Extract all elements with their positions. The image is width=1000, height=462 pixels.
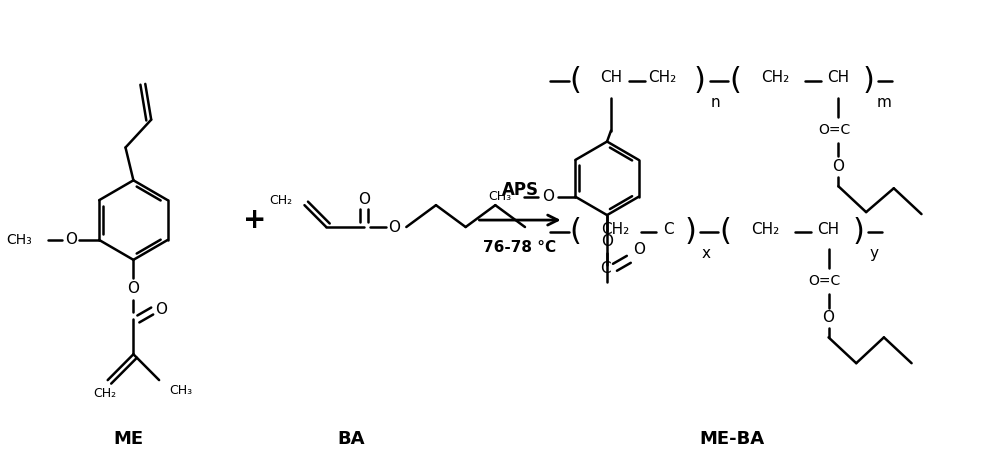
Text: ME: ME — [113, 430, 144, 448]
Text: ): ) — [852, 218, 864, 247]
Text: O: O — [633, 243, 645, 257]
Text: CH₂: CH₂ — [751, 221, 779, 237]
Text: CH₃: CH₃ — [6, 233, 32, 247]
Text: ): ) — [694, 67, 706, 96]
Text: O: O — [542, 189, 554, 204]
Text: CH: CH — [827, 70, 849, 85]
Text: (: ( — [569, 67, 581, 96]
Text: O: O — [601, 234, 613, 249]
Text: CH₂: CH₂ — [648, 70, 677, 85]
Text: O: O — [358, 192, 370, 207]
Text: ME-BA: ME-BA — [699, 430, 764, 448]
Text: CH₃: CH₃ — [488, 190, 511, 203]
Text: ): ) — [862, 67, 874, 96]
Text: CH₂: CH₂ — [601, 221, 629, 237]
Text: (: ( — [730, 67, 742, 96]
Text: CH: CH — [600, 70, 622, 85]
Text: y: y — [870, 246, 879, 261]
Text: O: O — [65, 232, 77, 248]
Text: BA: BA — [337, 430, 365, 448]
Text: CH₂: CH₂ — [269, 194, 293, 207]
Text: APS: APS — [502, 181, 539, 199]
Text: m: m — [876, 95, 891, 110]
Text: ): ) — [684, 218, 696, 247]
Text: C: C — [663, 221, 674, 237]
Text: O: O — [155, 302, 167, 317]
Text: x: x — [701, 246, 710, 261]
Text: (: ( — [569, 218, 581, 247]
Text: O=C: O=C — [818, 122, 851, 137]
Text: CH₂: CH₂ — [93, 387, 116, 400]
Text: O: O — [127, 281, 139, 296]
Text: 76-78 °C: 76-78 °C — [483, 240, 557, 255]
Text: O: O — [388, 219, 400, 235]
Text: O: O — [823, 310, 835, 325]
Text: CH: CH — [817, 221, 840, 237]
Text: CH₃: CH₃ — [169, 383, 192, 396]
Text: (: ( — [720, 218, 732, 247]
Text: C: C — [600, 261, 610, 276]
Text: O=C: O=C — [808, 274, 841, 288]
Text: CH₂: CH₂ — [761, 70, 789, 85]
Text: +: + — [243, 206, 267, 234]
Text: O: O — [832, 159, 844, 174]
Text: n: n — [711, 95, 721, 110]
